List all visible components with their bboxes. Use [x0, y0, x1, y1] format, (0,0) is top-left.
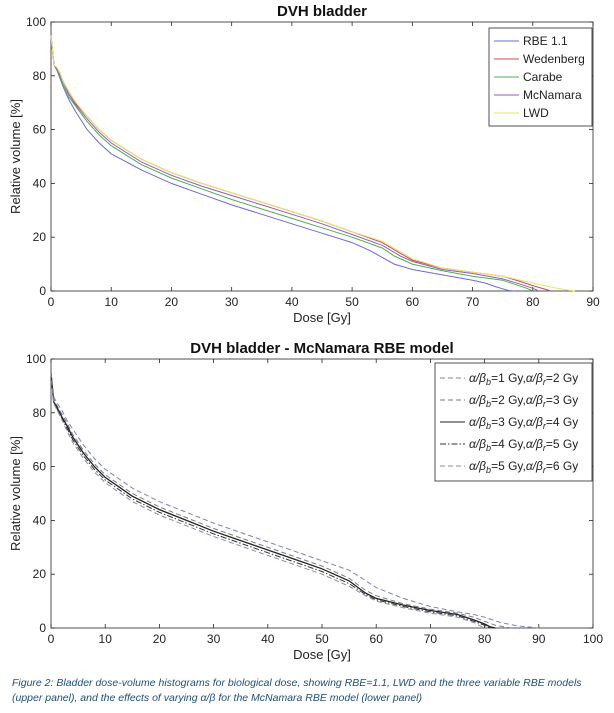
series-line-1 [50, 372, 539, 629]
y-tick-label: 40 [33, 513, 47, 527]
x-tick-label: 40 [285, 295, 299, 309]
series-line-3 [50, 35, 534, 292]
series-line-5 [50, 372, 485, 629]
x-tick-label: 60 [406, 295, 420, 309]
x-tick-label: 100 [583, 632, 603, 646]
x-tick-label: 40 [261, 632, 275, 646]
x-tick-label: 10 [105, 295, 119, 309]
chart-title: DVH bladder [277, 3, 367, 20]
y-tick-label: 80 [33, 406, 47, 420]
y-tick-label: 40 [33, 176, 47, 190]
legend-entry: α/βb=2 Gy,α/βr=3 Gy [469, 393, 578, 409]
legend-entry: McNamara [523, 88, 582, 102]
x-axis-label: Dose [Gy] [293, 310, 351, 325]
series-line-4 [50, 372, 491, 629]
x-tick-label: 50 [345, 295, 359, 309]
x-tick-label: 10 [99, 632, 113, 646]
y-tick-label: 100 [26, 15, 46, 29]
y-tick-label: 80 [33, 69, 47, 83]
legend-entry: LWD [523, 106, 549, 120]
x-tick-label: 0 [48, 632, 55, 646]
x-tick-label: 60 [370, 632, 384, 646]
y-tick-label: 20 [33, 230, 47, 244]
x-tick-label: 70 [466, 295, 480, 309]
legend-entry: RBE 1.1 [523, 34, 568, 48]
series-line-3 [50, 372, 496, 629]
y-tick-label: 60 [33, 460, 47, 474]
x-tick-label: 20 [153, 632, 167, 646]
y-tick-label: 0 [39, 621, 46, 635]
x-tick-label: 90 [586, 295, 600, 309]
legend-entry: α/βb=1 Gy,α/βr=2 Gy [469, 371, 578, 387]
y-axis-label: Relative volume [%] [8, 99, 23, 214]
x-tick-label: 30 [207, 632, 221, 646]
chart-panel-1: DVH bladder 0 10 20 30 40 50 60 70 80 90 0 20 40 60 80 1… [8, 3, 600, 325]
y-tick-label: 60 [33, 123, 47, 137]
chart-panel-2: DVH bladder - McNamara RBE model 0 10 20 30 4… [8, 340, 603, 662]
x-tick-label: 90 [532, 632, 546, 646]
x-tick-label: 70 [424, 632, 438, 646]
x-tick-label: 80 [478, 632, 492, 646]
legend-entry: Wedenberg [523, 52, 585, 66]
series-line-2 [50, 372, 512, 629]
series-line-1 [50, 35, 515, 292]
legend-entry: α/βb=5 Gy,α/βr=6 Gy [469, 459, 578, 475]
x-tick-label: 80 [526, 295, 540, 309]
y-tick-label: 0 [39, 284, 46, 298]
legend-entry: Carabe [523, 70, 563, 84]
legend-entry: α/βb=3 Gy,α/βr=4 Gy [469, 415, 578, 431]
x-tick-label: 0 [48, 295, 55, 309]
y-axis-label: Relative volume [%] [8, 436, 23, 551]
legend: α/βb=1 Gy,α/βr=2 Gy α/βb=2 Gy,α/βr=3 Gy α/… [434, 362, 593, 482]
series-line-5 [50, 35, 575, 292]
y-tick-label: 100 [26, 352, 46, 366]
chart-title: DVH bladder - McNamara RBE model [190, 340, 453, 357]
y-tick-label: 20 [33, 567, 47, 581]
x-tick-label: 50 [315, 632, 329, 646]
x-axis-label: Dose [Gy] [293, 647, 351, 662]
figure-caption: Figure 2: Bladder dose-volume histograms… [12, 677, 582, 704]
legend: RBE 1.1 Wedenberg Carabe McNamara LWD [488, 27, 593, 127]
x-tick-label: 30 [225, 295, 239, 309]
x-tick-label: 20 [165, 295, 179, 309]
legend-entry: α/βb=4 Gy,α/βr=5 Gy [469, 437, 578, 453]
